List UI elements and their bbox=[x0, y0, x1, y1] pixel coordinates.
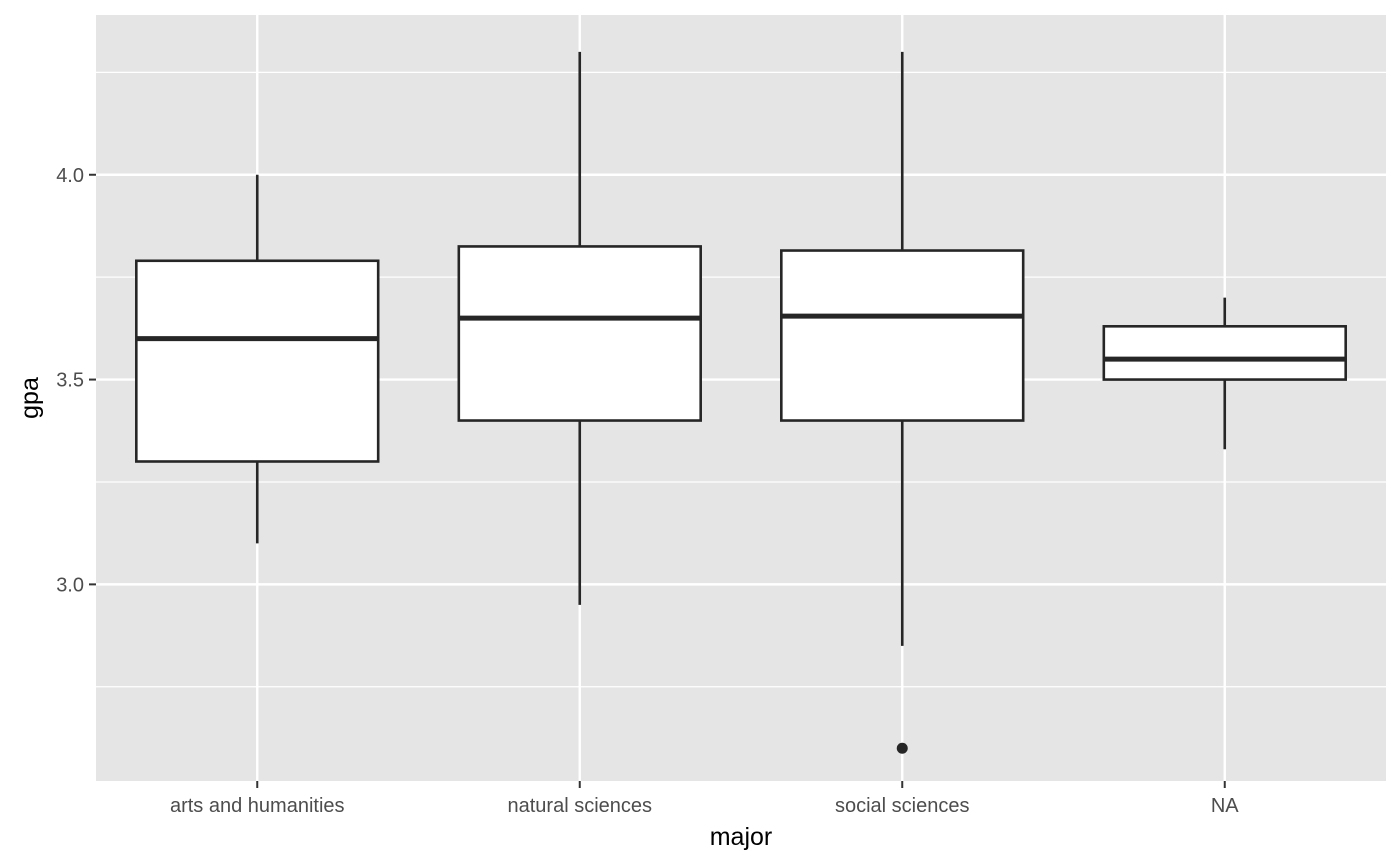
box-layer bbox=[135, 51, 1347, 754]
y-axis: 3.0 3.5 4.0 bbox=[56, 165, 96, 596]
y-tick-label: 3.0 bbox=[56, 574, 84, 596]
box-group bbox=[457, 51, 702, 605]
x-axis-title: major bbox=[710, 823, 773, 851]
y-tick-label: 4.0 bbox=[56, 165, 84, 187]
box-group bbox=[780, 51, 1025, 754]
x-tick-label: social sciences bbox=[835, 795, 970, 817]
iqr-box bbox=[1102, 325, 1347, 381]
x-axis: arts and humanities natural sciences socia… bbox=[170, 781, 1239, 817]
box-group bbox=[135, 174, 380, 544]
y-axis-title: gpa bbox=[16, 377, 44, 419]
x-tick-label: natural sciences bbox=[507, 795, 652, 817]
outlier-point bbox=[896, 742, 908, 754]
y-tick-label: 3.5 bbox=[56, 370, 84, 392]
iqr-box bbox=[457, 245, 702, 422]
x-tick-label: arts and humanities bbox=[170, 795, 345, 817]
box-group bbox=[1102, 297, 1347, 450]
iqr-box bbox=[135, 259, 380, 463]
iqr-box bbox=[780, 249, 1025, 422]
x-tick-label: NA bbox=[1211, 795, 1239, 817]
